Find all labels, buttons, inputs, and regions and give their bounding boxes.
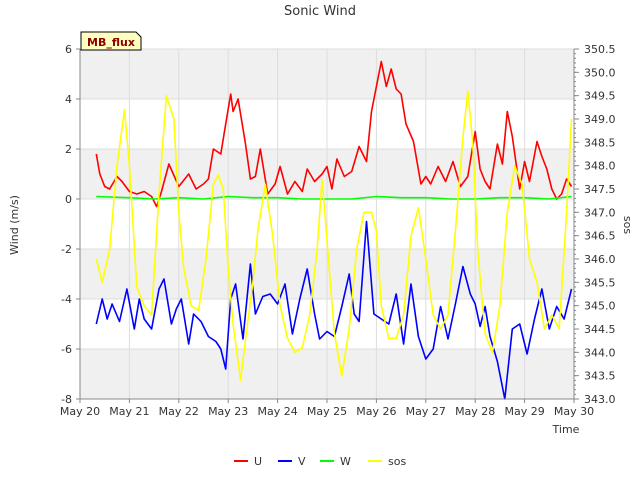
y-right-tick-label: 343.0 xyxy=(584,393,616,406)
y-right-tick-label: 347.5 xyxy=(584,183,616,196)
x-tick-label: May 26 xyxy=(356,405,396,418)
x-tick-label: May 30 xyxy=(554,405,594,418)
legend-label-v: V xyxy=(298,455,306,468)
x-tick-label: May 29 xyxy=(504,405,544,418)
chart-title: Sonic Wind xyxy=(284,4,356,19)
x-tick-label: May 27 xyxy=(406,405,446,418)
x-axis-title: Time xyxy=(552,423,580,436)
y-left-tick-label: -2 xyxy=(61,243,72,256)
badge: MB_flux xyxy=(81,32,141,50)
y-right-tick-label: 348.5 xyxy=(584,136,616,149)
y-left-tick-label: 4 xyxy=(65,93,72,106)
sonic-wind-chart: Sonic Wind -8-6-4-20246May 20 May 21 May 2… xyxy=(0,0,640,480)
y-right-tick-label: 348.0 xyxy=(584,160,616,173)
y-left-tick-label: -4 xyxy=(61,293,72,306)
y-right-tick-label: 345.0 xyxy=(584,300,616,313)
y-axis-right-title: sos xyxy=(621,216,634,234)
plot-area xyxy=(80,49,574,399)
y-left-tick-label: 0 xyxy=(65,193,72,206)
x-tick-label: May 25 xyxy=(307,405,347,418)
x-tick-label: May 21 xyxy=(109,405,149,418)
y-left-tick-label: 2 xyxy=(65,143,72,156)
x-tick-label: May 28 xyxy=(455,405,495,418)
x-tick-label: May 22 xyxy=(159,405,199,418)
y-right-tick-label: 344.5 xyxy=(584,323,616,336)
y-right-tick-label: 344.0 xyxy=(584,346,616,359)
y-right-tick-label: 347.0 xyxy=(584,206,616,219)
badge-label: MB_flux xyxy=(87,36,135,49)
y-right-tick-label: 345.5 xyxy=(584,276,616,289)
y-axis-left-title: Wind (m/s) xyxy=(8,195,21,255)
y-right-tick-label: 349.0 xyxy=(584,113,616,126)
y-right-tick-label: 350.5 xyxy=(584,43,616,56)
y-right-tick-label: 346.5 xyxy=(584,230,616,243)
legend-label-sos: sos xyxy=(388,455,406,468)
x-tick-label: May 20 xyxy=(60,405,100,418)
y-right-tick-label: 350.0 xyxy=(584,66,616,79)
x-tick-label: May 24 xyxy=(257,405,297,418)
y-left-tick-label: 6 xyxy=(65,43,72,56)
legend-label-u: U xyxy=(254,455,262,468)
y-right-tick-label: 346.0 xyxy=(584,253,616,266)
y-left-tick-label: -6 xyxy=(61,343,72,356)
legend-label-w: W xyxy=(340,455,351,468)
y-right-tick-label: 343.5 xyxy=(584,370,616,383)
y-right-tick-label: 349.5 xyxy=(584,90,616,103)
x-tick-label: May 23 xyxy=(208,405,248,418)
